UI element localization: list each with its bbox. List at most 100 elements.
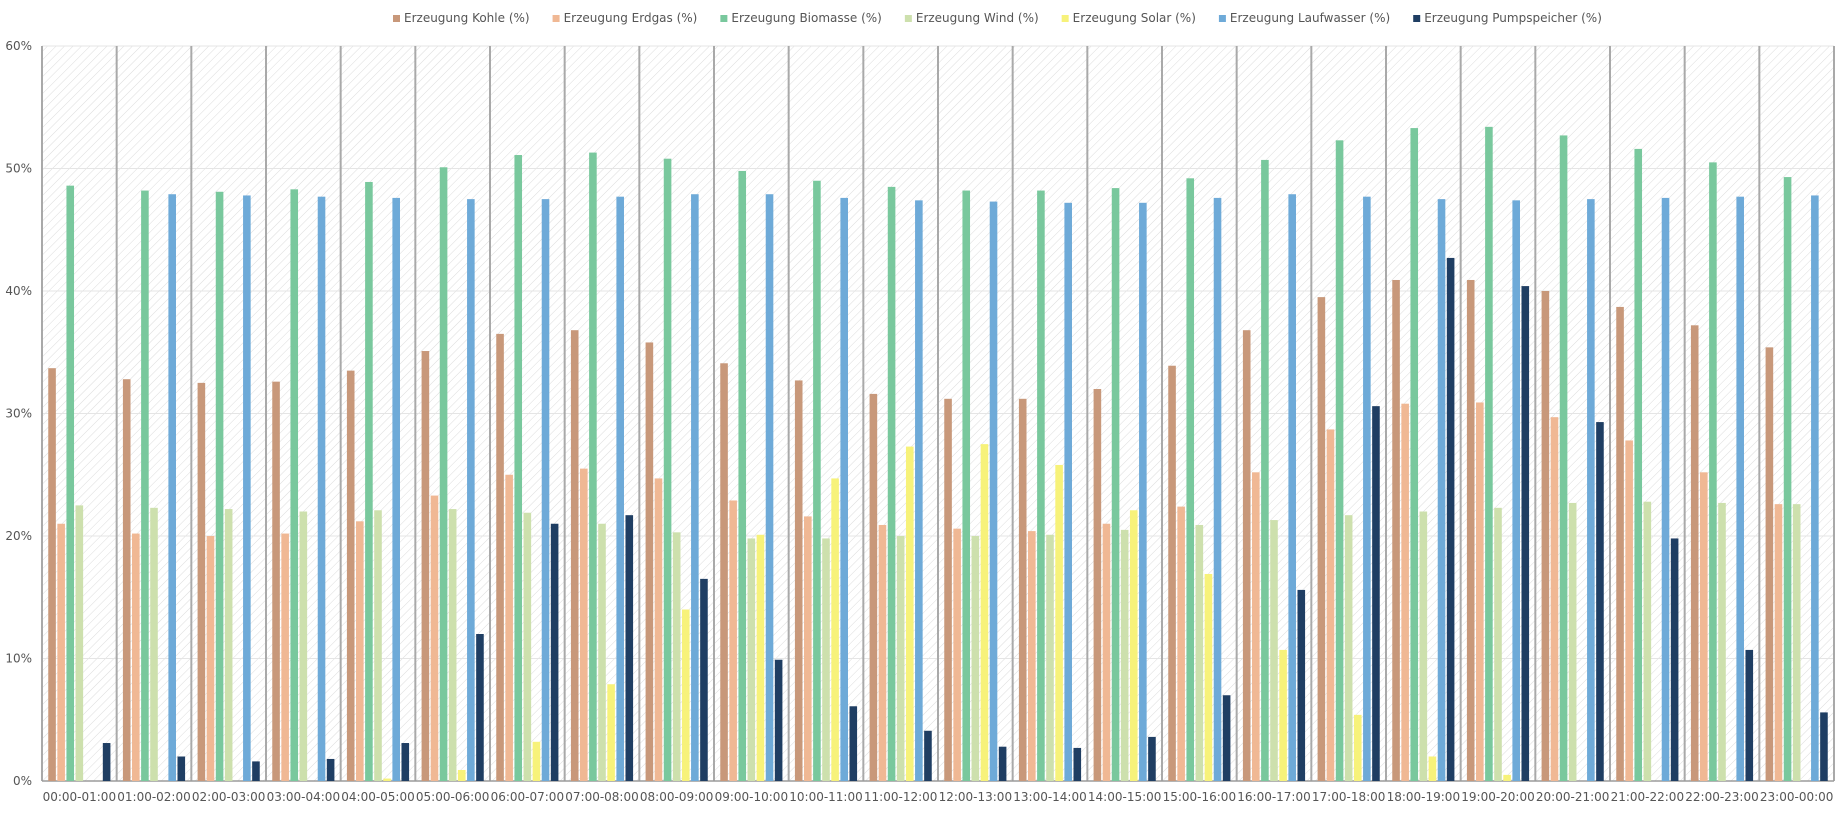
- bar: [1811, 195, 1819, 781]
- y-tick-label: 60%: [5, 39, 32, 53]
- bar: [1129, 510, 1138, 781]
- bar: [804, 516, 812, 781]
- bar: [48, 368, 56, 781]
- bar: [1279, 649, 1287, 781]
- bar: [1204, 573, 1213, 781]
- y-tick-label: 20%: [5, 529, 32, 543]
- bar: [896, 536, 905, 781]
- bar: [1494, 507, 1502, 781]
- bar: [756, 534, 765, 781]
- bar: [1344, 515, 1353, 781]
- bar: [1261, 159, 1269, 782]
- bar: [1353, 714, 1362, 781]
- bar: [1037, 190, 1045, 782]
- legend-swatch: [1061, 15, 1069, 22]
- bar: [168, 194, 176, 782]
- y-tick-label: 10%: [5, 652, 32, 666]
- bar: [1326, 429, 1335, 781]
- legend-swatch: [393, 15, 400, 22]
- bar: [1485, 126, 1493, 782]
- bar: [132, 533, 140, 781]
- bar: [1512, 200, 1520, 782]
- bar: [1028, 531, 1036, 781]
- bar: [1792, 504, 1801, 781]
- bar: [849, 706, 858, 781]
- bar: [765, 194, 774, 782]
- bar: [1168, 365, 1176, 781]
- bar: [476, 634, 484, 781]
- legend: Erzeugung Kohle (%) Erzeugung Erdgas (%) E…: [393, 11, 1602, 25]
- legend-swatch: [1218, 15, 1226, 22]
- bar: [206, 536, 215, 781]
- bar: [299, 511, 308, 781]
- bar: [1055, 464, 1063, 781]
- legend-label: Erzeugung Wind (%): [916, 11, 1039, 25]
- bar: [1568, 502, 1577, 781]
- plot-area: 0% 10% 20% 30% 40% 50% 60% 00:00-01:00 01:00-02:…: [5, 39, 1835, 804]
- bar: [1222, 695, 1231, 781]
- bar: [774, 659, 783, 781]
- bar: [1093, 389, 1102, 781]
- bar: [1690, 325, 1699, 781]
- bar: [672, 532, 681, 781]
- bar: [1596, 422, 1604, 781]
- bar: [720, 363, 728, 781]
- bar: [1288, 194, 1296, 782]
- bar: [1242, 330, 1251, 781]
- bar: [346, 370, 355, 781]
- bar: [1213, 197, 1222, 781]
- bar: [57, 523, 65, 781]
- bar: [141, 190, 149, 782]
- bar: [252, 761, 260, 781]
- bar: [1736, 196, 1744, 782]
- x-tick-label: 19:00-20:00: [1461, 790, 1535, 804]
- bar: [625, 515, 634, 781]
- bar: [869, 393, 878, 781]
- bar: [878, 524, 887, 781]
- bar: [102, 743, 111, 781]
- bar: [421, 351, 430, 781]
- x-tick-label: 05:00-06:00: [416, 790, 490, 804]
- bar: [177, 756, 186, 781]
- bar: [1073, 747, 1082, 781]
- bar: [700, 578, 708, 781]
- y-tick-label: 40%: [5, 284, 32, 298]
- bar: [1774, 504, 1783, 781]
- bar: [729, 500, 737, 781]
- x-tick-label: 09:00-10:00: [715, 790, 789, 804]
- bar: [831, 478, 839, 781]
- bar: [840, 197, 848, 781]
- bar: [365, 181, 373, 782]
- x-tick-label: 17:00-18:00: [1312, 790, 1386, 804]
- x-tick-label: 15:00-16:00: [1163, 790, 1237, 804]
- bar: [1476, 402, 1484, 781]
- bar: [75, 505, 84, 781]
- bar: [1335, 140, 1344, 781]
- x-tick-label: 03:00-04:00: [267, 790, 341, 804]
- bar: [1700, 472, 1708, 781]
- x-tick-label: 00:00-01:00: [43, 790, 117, 804]
- bar: [1046, 534, 1054, 781]
- bar: [326, 758, 335, 781]
- x-tick-label: 04:00-05:00: [341, 790, 415, 804]
- bar: [1102, 523, 1111, 781]
- y-tick-label: 30%: [5, 407, 32, 421]
- bar: [1503, 774, 1511, 781]
- bar: [1297, 589, 1306, 781]
- bar: [1718, 502, 1726, 781]
- bar: [1139, 202, 1147, 782]
- x-tick-label: 08:00-09:00: [640, 790, 714, 804]
- bar: [317, 196, 326, 782]
- bar: [1363, 196, 1371, 782]
- bar: [457, 769, 466, 781]
- bar: [681, 609, 690, 781]
- bar: [1401, 403, 1409, 781]
- bar: [514, 155, 523, 781]
- bar: [122, 379, 131, 781]
- bar: [1765, 347, 1774, 781]
- bar: [496, 333, 504, 781]
- bar: [1148, 736, 1156, 781]
- legend-label: Erzeugung Pumpspeicher (%): [1424, 11, 1602, 25]
- legend-label: Erzeugung Laufwasser (%): [1230, 11, 1390, 25]
- bar: [1550, 417, 1559, 781]
